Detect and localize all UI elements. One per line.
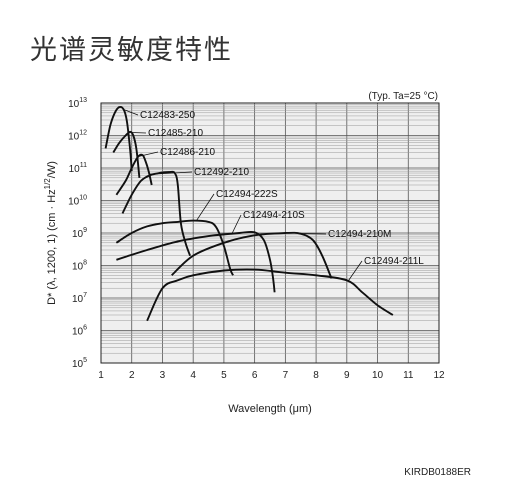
x-tick-labels: 1 2 3 4 5 6 7 8 9 10 11 12 (98, 370, 445, 381)
series-layer: C12483-250 C12485-210 C12486-210 C12492-210… (104, 106, 424, 322)
series-label: C12494-222S (216, 189, 278, 200)
x-tick-label: 4 (190, 370, 196, 381)
series-line-c12483-250 (104, 106, 133, 172)
x-tick-label: 7 (283, 370, 289, 381)
series-line-c12494-211l (146, 268, 394, 322)
x-tick-label: 1 (98, 370, 104, 381)
series-label-leader (148, 171, 193, 175)
x-tick-label: 6 (252, 370, 258, 381)
y-tick-label: 1010 (68, 195, 87, 208)
series-label: C12494-211L (364, 256, 424, 267)
y-tick-label: 1011 (69, 162, 87, 175)
x-tick-label: 3 (160, 370, 166, 381)
series-line-c12485-210 (112, 130, 141, 178)
y-tick-label: 1013 (68, 97, 87, 110)
x-tick-label: 2 (129, 370, 135, 381)
series-line-c12492-210 (121, 170, 191, 257)
series-label: C12485-210 (148, 128, 203, 139)
x-tick-label: 9 (344, 370, 350, 381)
typ-note: (Typ. Ta=25 °C) (368, 91, 438, 102)
series-label: C12492-210 (194, 167, 249, 178)
y-tick-label: 109 (72, 227, 87, 240)
x-tick-label: 5 (221, 370, 227, 381)
series-label-leader (139, 151, 159, 157)
grid (101, 103, 439, 364)
plot-frame (100, 102, 440, 364)
series-line-c12486-210 (115, 153, 153, 196)
y-tick-label: 107 (72, 292, 87, 305)
x-tick-label: 10 (372, 370, 384, 381)
page-title: 光谱灵敏度特性 (30, 35, 233, 66)
series-label-leader (231, 214, 242, 235)
y-tick-label: 108 (72, 260, 87, 273)
series-label-leader (122, 108, 139, 116)
x-axis-label: Wavelength (μm) (228, 403, 312, 415)
series-line-c12494-222s (115, 219, 234, 276)
series-label: C12483-250 (140, 110, 195, 121)
x-tick-label: 8 (313, 370, 319, 381)
x-tick-label: 12 (433, 370, 445, 381)
document-code: KIRDB0188ER (404, 467, 471, 478)
series-line-c12494-210m (171, 231, 333, 279)
y-tick-label: 105 (72, 357, 87, 370)
y-tick-labels: 1013 1012 1011 1010 109 108 107 106 105 (68, 97, 87, 370)
x-tick-label: 11 (403, 370, 414, 381)
y-tick-label: 106 (72, 325, 87, 338)
series-label: C12494-210M (328, 229, 391, 240)
series-label-leader (195, 193, 215, 222)
y-tick-label: 1012 (68, 130, 87, 143)
series-label: C12486-210 (160, 147, 215, 158)
series-line-c12494-210s (116, 230, 276, 293)
y-axis-label: D* (λ, 1200, 1) (cm · Hz1/2/W) (43, 161, 58, 305)
series-label-leader (348, 260, 363, 281)
series-label: C12494-210S (243, 210, 305, 221)
series-label-leader (128, 131, 147, 134)
